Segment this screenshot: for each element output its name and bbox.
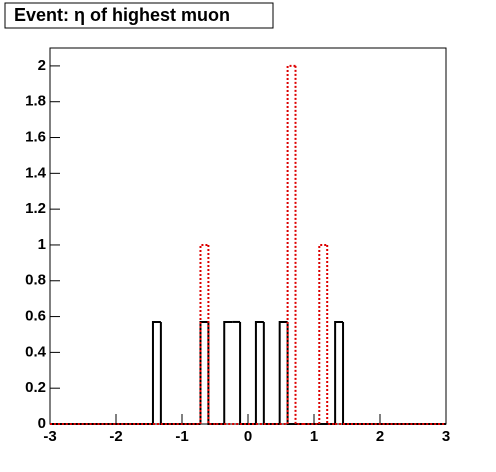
- histogram-step: [278, 320, 288, 424]
- y-tick-label: 1.2: [25, 200, 46, 217]
- histogram-step: [151, 320, 161, 424]
- y-tick-label: 0.6: [25, 308, 46, 325]
- histogram-step: [334, 320, 344, 424]
- histogram-step: [318, 243, 328, 424]
- y-tick-label: 0: [38, 415, 46, 432]
- histogram-step: [326, 244, 336, 425]
- y-tick-label: 1.6: [25, 128, 46, 145]
- histogram-step: [199, 320, 209, 424]
- histogram-step: [207, 244, 217, 425]
- histogram-step: [223, 320, 233, 424]
- x-tick-label: 3: [442, 428, 450, 445]
- histogram-step: [199, 243, 209, 424]
- y-tick-label: 2: [38, 57, 46, 74]
- x-tick-label: 0: [244, 428, 252, 445]
- title-box: [4, 2, 274, 29]
- y-tick-label: 0.4: [25, 343, 47, 360]
- y-tick-label: 1: [38, 236, 46, 253]
- y-tick-label: 1.8: [25, 93, 46, 110]
- x-tick-label: -1: [175, 428, 188, 445]
- x-tick-label: -3: [43, 428, 56, 445]
- x-tick-label: 1: [310, 428, 318, 445]
- y-tick-label: 0.2: [25, 379, 46, 396]
- y-tick-label: 0.8: [25, 272, 46, 289]
- x-tick-label: 2: [376, 428, 384, 445]
- chart-title: Event: η of highest muon: [14, 5, 230, 25]
- x-tick-label: -2: [109, 428, 122, 445]
- y-tick-label: 1.4: [25, 164, 47, 181]
- histogram-step: [254, 320, 264, 424]
